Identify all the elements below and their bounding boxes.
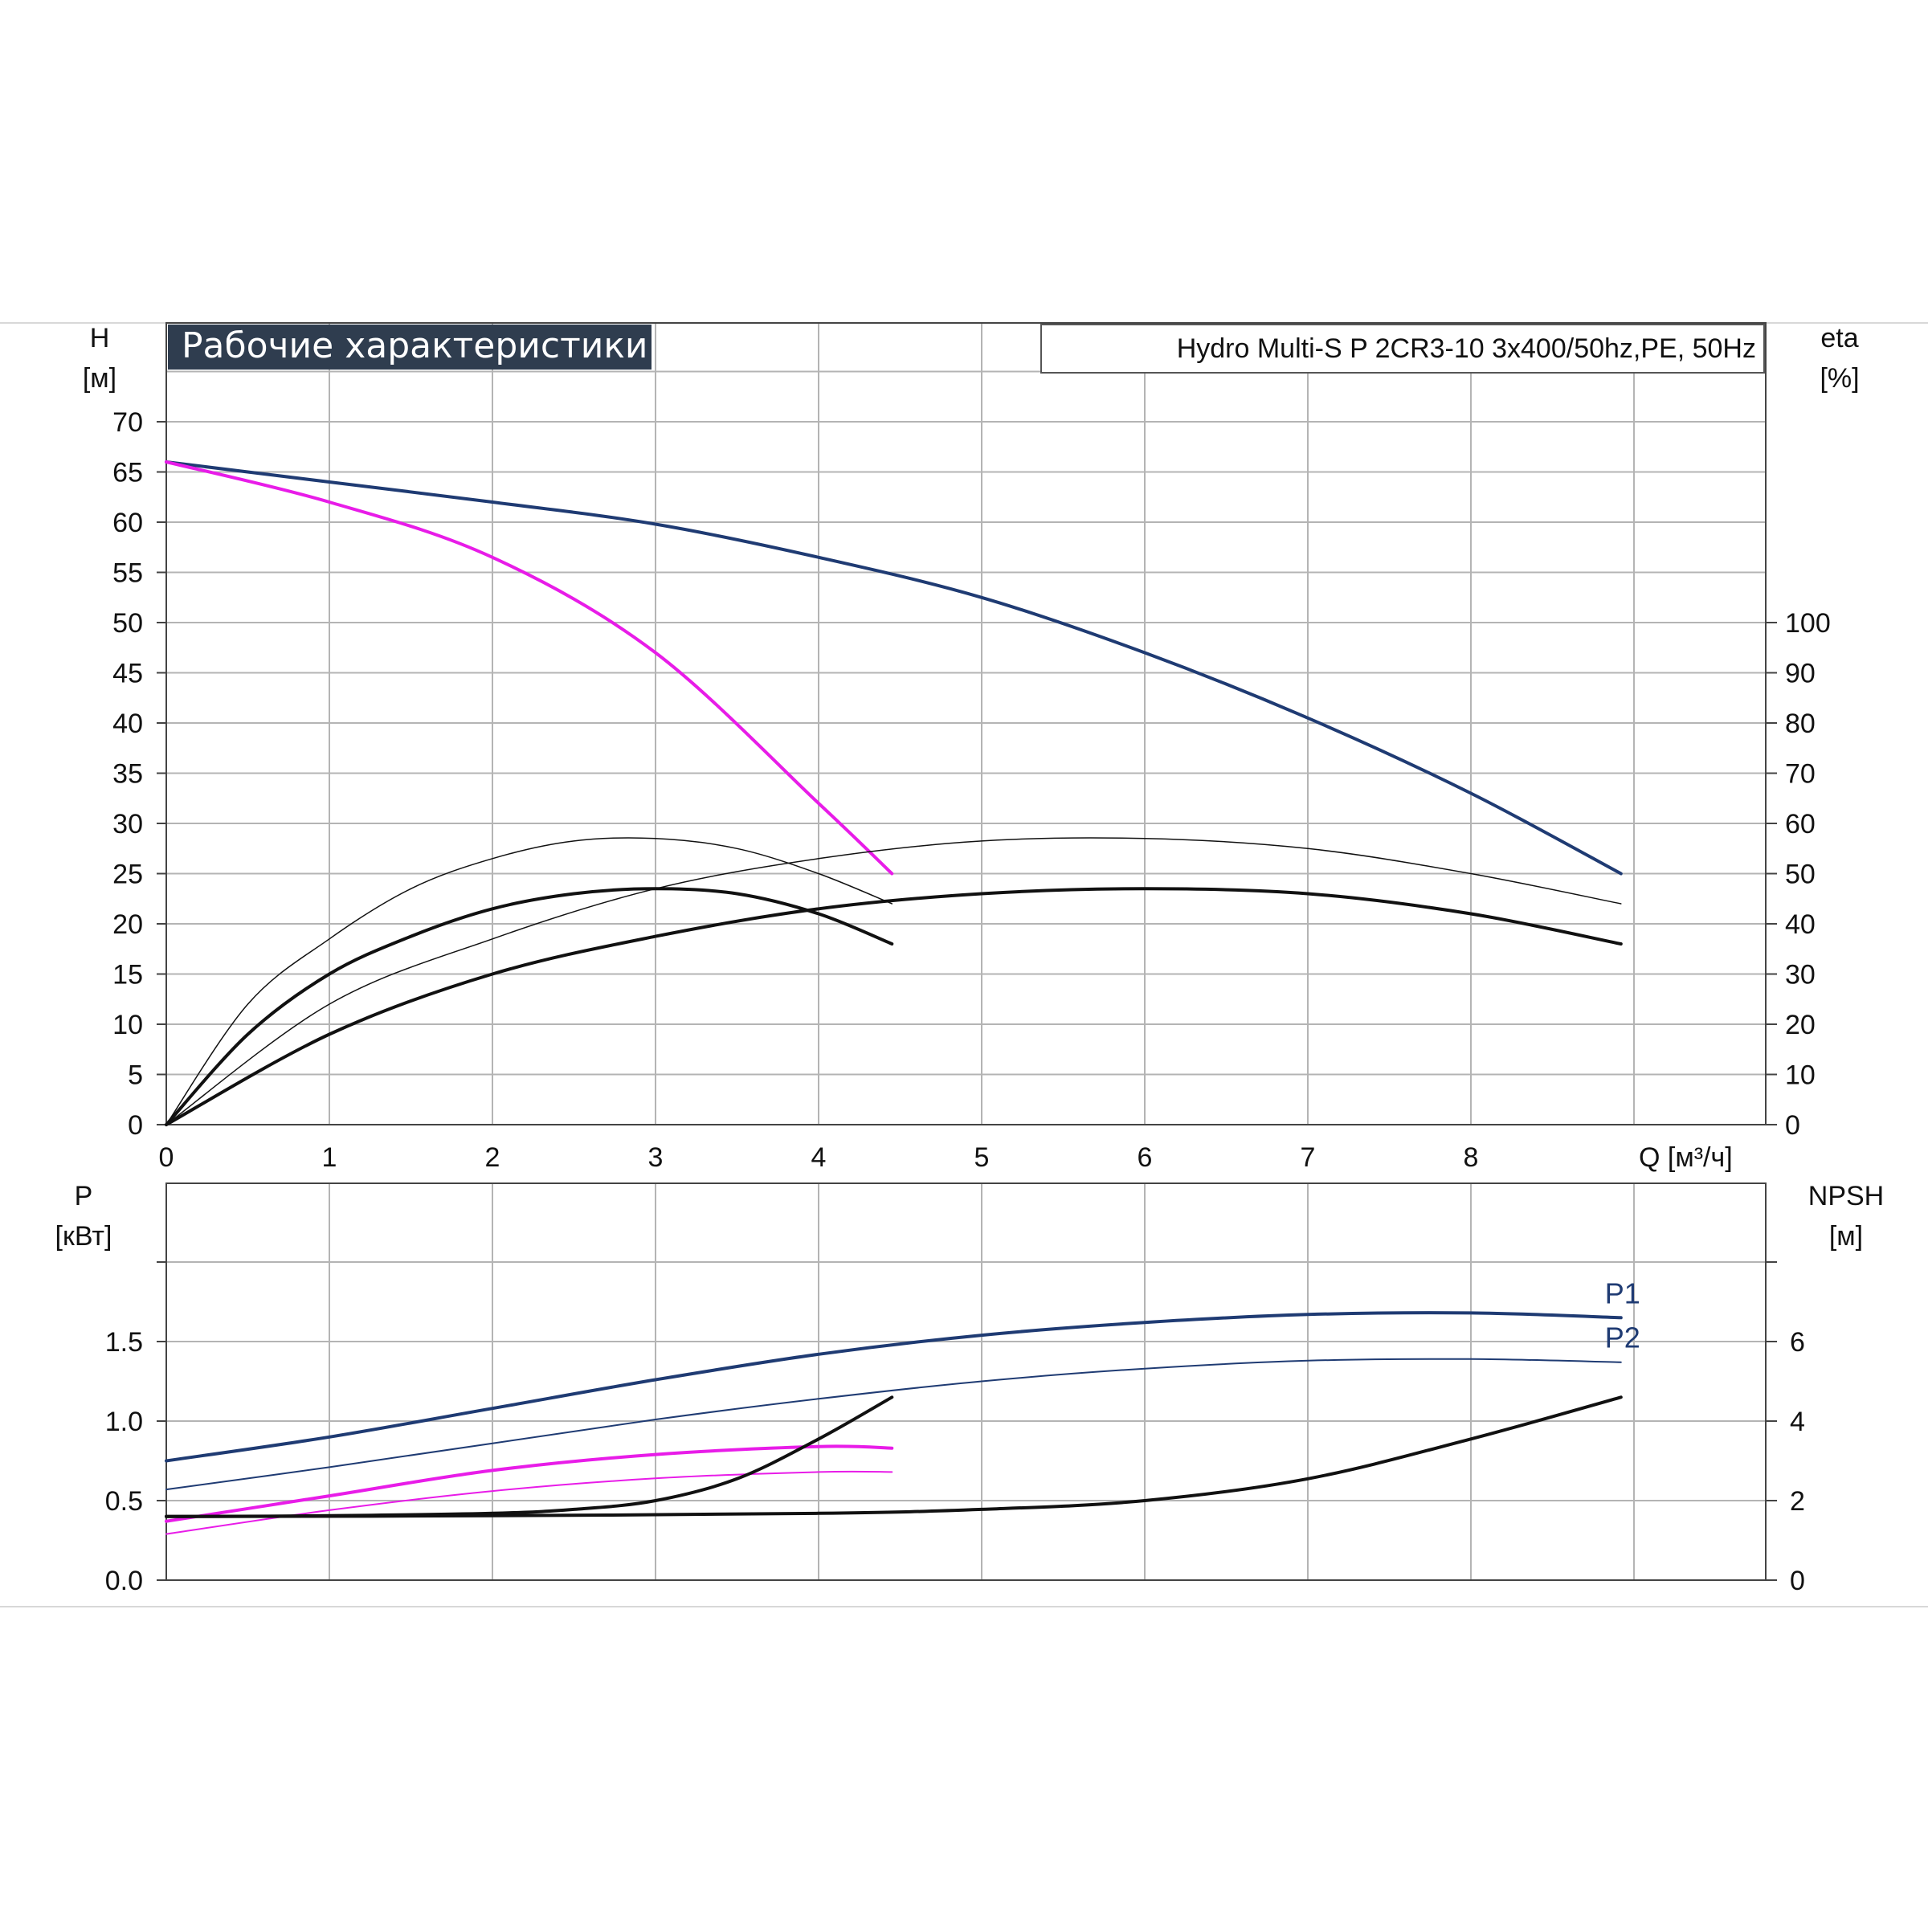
left-tick-label: 50 xyxy=(112,608,143,639)
y2-axis-label: eta xyxy=(1820,323,1858,353)
left-tick-label: 20 xyxy=(112,909,143,940)
left-tick-label: 70 xyxy=(112,407,143,438)
right-tick-label: 20 xyxy=(1785,1010,1816,1040)
left-tick-label: 40 xyxy=(112,709,143,739)
p-axis-label: P xyxy=(75,1181,93,1211)
x-tick-label: 8 xyxy=(1464,1142,1479,1173)
right-tick-label: 0 xyxy=(1785,1110,1800,1141)
left-tick-label: 55 xyxy=(112,558,143,589)
left-tick-label: 30 xyxy=(112,809,143,839)
right-tick-label: 30 xyxy=(1785,960,1816,991)
right-tick-label: 10 xyxy=(1785,1060,1816,1091)
model-name: Hydro Multi-S P 2CR3-10 3x400/50hz,PE, 5… xyxy=(1177,333,1756,364)
x-tick-label: 2 xyxy=(485,1142,500,1173)
upper-eta-one-pump-thick-curve xyxy=(165,887,894,1126)
series-label-p2: P2 xyxy=(1605,1321,1640,1354)
right-tick-label: 80 xyxy=(1785,709,1816,739)
x-tick-label: 1 xyxy=(322,1142,337,1173)
upper-eta-one-pump-thin-curve xyxy=(165,837,893,1125)
lower-P1-one-pump-curve xyxy=(165,1444,894,1523)
y-axis-label: H xyxy=(90,323,110,353)
upper-head-one-pump-curve xyxy=(165,460,894,876)
lower-left-tick-label: 0.5 xyxy=(105,1486,143,1517)
lower-right-tick-label: 4 xyxy=(1790,1407,1805,1437)
lower-right-tick-label: 6 xyxy=(1790,1327,1805,1358)
y2-axis-unit: [%] xyxy=(1820,363,1859,394)
p-axis-unit: [кВт] xyxy=(55,1221,112,1252)
right-tick-label: 60 xyxy=(1785,809,1816,839)
upper-eta-two-pumps-thin-curve xyxy=(165,837,1622,1125)
lower-left-tick-label: 0.0 xyxy=(105,1566,143,1596)
lower-left-tick-label: 1.0 xyxy=(105,1407,143,1437)
lower-right-tick-label: 0 xyxy=(1790,1566,1805,1596)
series-label-p1: P1 xyxy=(1605,1276,1640,1309)
x-tick-label: 0 xyxy=(159,1142,174,1173)
right-tick-label: 90 xyxy=(1785,659,1816,689)
right-tick-label: 50 xyxy=(1785,860,1816,890)
left-tick-label: 60 xyxy=(112,508,143,538)
lower-plot-frame xyxy=(165,1182,1767,1581)
right-tick-label: 70 xyxy=(1785,759,1816,790)
left-tick-label: 10 xyxy=(112,1010,143,1040)
lower-P2-two-pumps-curve xyxy=(165,1358,1622,1491)
left-tick-label: 35 xyxy=(112,759,143,790)
left-tick-label: 45 xyxy=(112,659,143,689)
x-tick-label: 6 xyxy=(1138,1142,1153,1173)
lower-grid xyxy=(166,1183,1766,1580)
x-tick-label: 3 xyxy=(648,1142,664,1173)
left-tick-label: 65 xyxy=(112,458,143,488)
chart-title: Рабочие характеристики xyxy=(182,325,648,366)
upper-head-two-pumps-curve xyxy=(165,460,1623,876)
lower-npsh-two-pumps-curve xyxy=(165,1395,1623,1518)
right-tick-label: 40 xyxy=(1785,909,1816,940)
left-tick-label: 15 xyxy=(112,960,143,991)
x-tick-label: 7 xyxy=(1301,1142,1316,1173)
lower-right-tick-label: 2 xyxy=(1790,1486,1805,1517)
chart-title-box xyxy=(168,325,652,370)
npsh-axis-unit: [м] xyxy=(1829,1221,1863,1252)
y-axis-unit: [м] xyxy=(83,363,116,394)
model-box xyxy=(1040,324,1765,374)
lower-left-tick-label: 1.5 xyxy=(105,1327,143,1358)
lower-P1-two-pumps-curve xyxy=(165,1311,1623,1463)
x-axis-label: Q [м³/ч] xyxy=(1639,1142,1733,1173)
upper-grid xyxy=(166,323,1766,1125)
lower-npsh-one-pump-curve xyxy=(165,1395,894,1518)
npsh-axis-label: NPSH xyxy=(1808,1181,1884,1211)
x-tick-label: 5 xyxy=(974,1142,990,1173)
x-tick-label: 4 xyxy=(811,1142,827,1173)
right-tick-label: 100 xyxy=(1785,608,1831,639)
left-tick-label: 0 xyxy=(128,1110,143,1141)
upper-eta-two-pumps-thick-curve xyxy=(165,887,1623,1126)
left-tick-label: 5 xyxy=(128,1060,143,1091)
left-tick-label: 25 xyxy=(112,860,143,890)
